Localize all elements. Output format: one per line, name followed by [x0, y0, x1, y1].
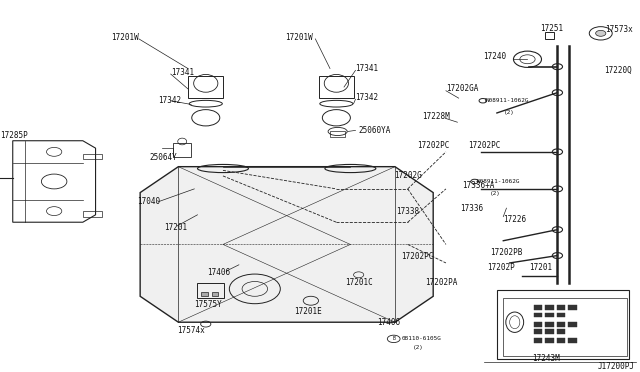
Text: 17201: 17201 [529, 263, 552, 272]
Text: (2): (2) [489, 191, 500, 196]
Circle shape [552, 227, 563, 232]
Text: 17336+A: 17336+A [462, 182, 494, 190]
Text: 17202PC: 17202PC [468, 141, 500, 150]
Bar [534, 322, 542, 327]
Bar [173, 143, 191, 157]
Bar [557, 338, 565, 343]
Text: N08911-1062G: N08911-1062G [485, 98, 529, 103]
Text: 17338: 17338 [396, 207, 419, 217]
Bar [568, 338, 577, 343]
Text: 17575Y: 17575Y [195, 300, 222, 309]
Bar [557, 312, 565, 317]
Circle shape [552, 253, 563, 259]
Text: 25060YA: 25060YA [358, 126, 390, 135]
Circle shape [479, 99, 486, 103]
Bar [557, 329, 565, 334]
Text: 17336: 17336 [460, 203, 483, 213]
Bar [545, 329, 554, 334]
Text: 17202PC: 17202PC [417, 141, 450, 150]
Text: 17240: 17240 [483, 52, 506, 61]
Bar [545, 322, 554, 327]
Bar [545, 312, 554, 317]
Bar [83, 154, 102, 159]
Circle shape [552, 90, 563, 96]
Text: 17220Q: 17220Q [604, 66, 632, 75]
Bar [211, 292, 218, 296]
Text: 25064Y: 25064Y [150, 153, 177, 162]
Text: 17406: 17406 [377, 318, 400, 327]
Polygon shape [140, 167, 433, 322]
Text: 17201W: 17201W [285, 33, 313, 42]
Bar [83, 211, 102, 217]
Text: 17202P: 17202P [487, 263, 515, 272]
Circle shape [552, 149, 563, 155]
Bar [534, 329, 542, 334]
Text: 17202PB: 17202PB [490, 248, 523, 257]
Text: 17201: 17201 [164, 223, 188, 232]
Text: 17202PA: 17202PA [426, 278, 458, 287]
Bar [557, 322, 565, 327]
Bar [319, 76, 353, 98]
Text: 17202PC: 17202PC [401, 252, 434, 261]
Text: 17406: 17406 [207, 268, 230, 277]
Text: 17341: 17341 [355, 64, 379, 73]
Text: N08911-1062G: N08911-1062G [477, 179, 520, 184]
Bar [557, 305, 565, 310]
Text: 17341: 17341 [171, 68, 194, 77]
Bar [330, 131, 346, 137]
Text: 17202G: 17202G [394, 171, 422, 180]
Text: 17573x: 17573x [605, 25, 633, 34]
Text: 17201C: 17201C [346, 278, 373, 287]
Circle shape [552, 64, 563, 70]
Bar [202, 292, 207, 296]
Text: 08110-6105G: 08110-6105G [401, 336, 441, 341]
Text: 17201W: 17201W [111, 33, 140, 42]
Text: 17201E: 17201E [294, 307, 322, 316]
Text: 17228M: 17228M [422, 112, 449, 121]
Text: 17342: 17342 [158, 96, 181, 105]
Text: 17574x: 17574x [177, 326, 205, 335]
Bar [545, 32, 554, 39]
Text: 17251: 17251 [540, 24, 563, 33]
Text: J17200PJ: J17200PJ [598, 362, 634, 371]
Bar [568, 305, 577, 310]
Bar [568, 322, 577, 327]
Circle shape [471, 179, 479, 184]
Bar [534, 305, 542, 310]
Text: (2): (2) [413, 345, 424, 350]
Text: (2): (2) [503, 110, 514, 115]
Circle shape [552, 186, 563, 192]
Bar [534, 312, 542, 317]
Text: 17202GA: 17202GA [446, 84, 478, 93]
Circle shape [596, 31, 606, 36]
Circle shape [387, 335, 400, 343]
Bar [545, 305, 554, 310]
Text: 17243M: 17243M [532, 354, 560, 363]
Bar [188, 76, 223, 98]
Text: B: B [392, 336, 395, 341]
Bar [545, 338, 554, 343]
Text: 17226: 17226 [503, 215, 526, 224]
Text: 17342: 17342 [355, 93, 379, 102]
Bar [198, 283, 224, 298]
Text: 17285P: 17285P [0, 131, 28, 140]
Bar [497, 290, 629, 359]
Bar [534, 338, 542, 343]
Text: 17040: 17040 [137, 198, 160, 206]
